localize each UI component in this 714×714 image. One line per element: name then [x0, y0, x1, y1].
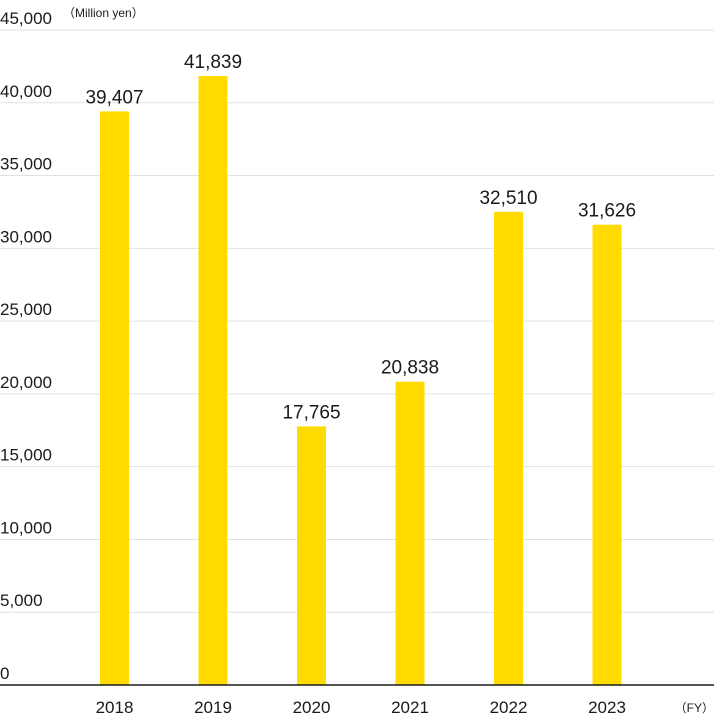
x-axis-unit: （FY）	[675, 701, 714, 714]
value-label-2018: 39,407	[85, 87, 143, 108]
y-tick-label: 10,000	[0, 518, 52, 537]
bar-2021	[395, 381, 425, 685]
category-label-2019: 2019	[194, 698, 232, 714]
value-label-2019: 41,839	[184, 52, 242, 73]
value-label-2022: 32,510	[479, 188, 537, 209]
y-tick-label: 35,000	[0, 155, 52, 174]
y-tick-label: 25,000	[0, 300, 52, 319]
category-label-2020: 2020	[293, 698, 331, 714]
category-label-2021: 2021	[391, 698, 429, 714]
y-tick-label: 30,000	[0, 227, 52, 246]
value-labels: 39,407 41,839 17,765 20,838 32,510 31,626	[85, 52, 636, 423]
bar-2018	[100, 111, 129, 685]
y-tick-label: 0	[0, 664, 9, 683]
y-tick-labels: 0 5,000 10,000 15,000 20,000 25,000 30,000 35,0…	[0, 9, 52, 683]
bar-2022	[494, 211, 523, 685]
bars	[100, 76, 622, 685]
bar-2020	[297, 426, 326, 685]
category-labels: 2018 2019 2020 2021 2022 2023	[96, 698, 626, 714]
bar-2019	[198, 76, 228, 685]
value-label-2023: 31,626	[578, 201, 636, 222]
y-tick-label: 5,000	[0, 591, 43, 610]
y-tick-label: 15,000	[0, 446, 52, 465]
category-label-2018: 2018	[96, 698, 134, 714]
y-tick-label: 20,000	[0, 373, 52, 392]
bar-2023	[592, 224, 622, 685]
category-label-2023: 2023	[588, 698, 626, 714]
category-label-2022: 2022	[490, 698, 528, 714]
value-label-2021: 20,838	[381, 358, 439, 379]
y-axis-unit: （Million yen）	[63, 6, 144, 20]
value-label-2020: 17,765	[282, 402, 340, 423]
y-tick-label: 45,000	[0, 9, 52, 28]
y-tick-label: 40,000	[0, 82, 52, 101]
